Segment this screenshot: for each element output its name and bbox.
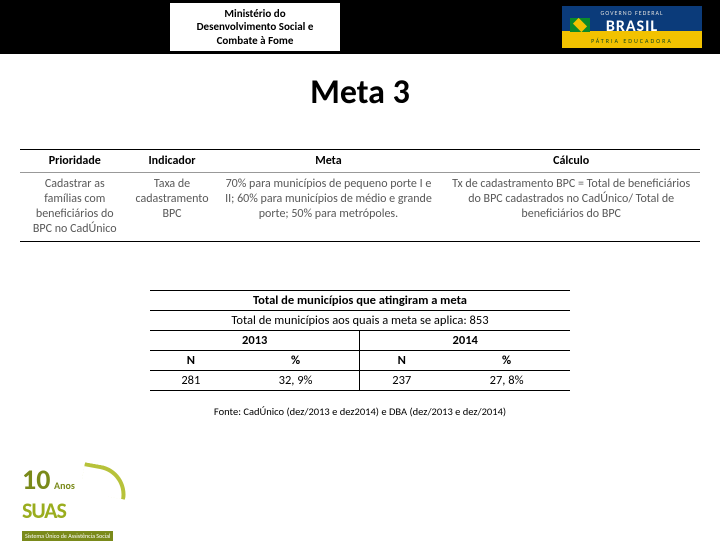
t2-n1-h: N	[150, 351, 232, 371]
page-title: Meta 3	[0, 72, 720, 113]
gov-brand: BRASIL	[606, 17, 658, 36]
priority-table: Prioridade Indicador Meta Cálculo Cadast…	[20, 149, 700, 242]
ministerio-box: Ministério do Desenvolvimento Social e C…	[170, 3, 340, 51]
gov-line1: GOVERNO FEDERAL	[600, 9, 663, 17]
td-indicador: Taxa de cadastramento BPC	[130, 173, 215, 242]
t2-subtitle: Total de municípios aos quais a meta se …	[150, 311, 570, 331]
ministerio-line2: Desenvolvimento Social e	[180, 20, 330, 33]
header-bar: Ministério do Desenvolvimento Social e C…	[0, 0, 720, 54]
suas-ten: 10	[22, 462, 50, 497]
t2-pct2: 27, 8%	[443, 371, 570, 391]
suas-logo: 10 Anos SUAS Sistema Único de Assistênci…	[22, 462, 142, 526]
suas-anos: Anos	[54, 479, 75, 492]
swoosh-icon	[80, 462, 131, 500]
td-meta: 70% para municípios de pequeno porte I e…	[215, 173, 443, 242]
results-table: Total de municípios que atingiram a meta…	[150, 290, 570, 391]
t2-title: Total de municípios que atingiram a meta	[150, 291, 570, 311]
brasil-logo: GOVERNO FEDERAL BRASIL PÁTRIA EDUCADORA	[562, 6, 702, 48]
td-prioridade: Cadastrar as famílias com beneficiários …	[20, 173, 130, 242]
ministerio-line3: Combate à Fome	[180, 34, 330, 47]
suas-name: SUAS	[22, 497, 66, 524]
th-calculo: Cálculo	[442, 150, 700, 173]
t2-n2-h: N	[360, 351, 443, 371]
brazil-flag-icon	[570, 18, 590, 32]
t2-pct1: 32, 9%	[232, 371, 360, 391]
t2-pct2-h: %	[443, 351, 570, 371]
th-meta: Meta	[215, 150, 443, 173]
t2-n1: 281	[150, 371, 232, 391]
th-prioridade: Prioridade	[20, 150, 130, 173]
th-indicador: Indicador	[130, 150, 215, 173]
t2-year2: 2014	[360, 331, 570, 351]
t2-pct1-h: %	[232, 351, 360, 371]
gov-line3: PÁTRIA EDUCADORA	[562, 36, 702, 46]
fonte-text: Fonte: CadÚnico (dez/2013 e dez2014) e D…	[0, 405, 720, 418]
t2-year1: 2013	[150, 331, 360, 351]
ministerio-line1: Ministério do	[180, 7, 330, 20]
t2-n2: 237	[360, 371, 443, 391]
td-calculo: Tx de cadastramento BPC = Total de benef…	[442, 173, 700, 242]
